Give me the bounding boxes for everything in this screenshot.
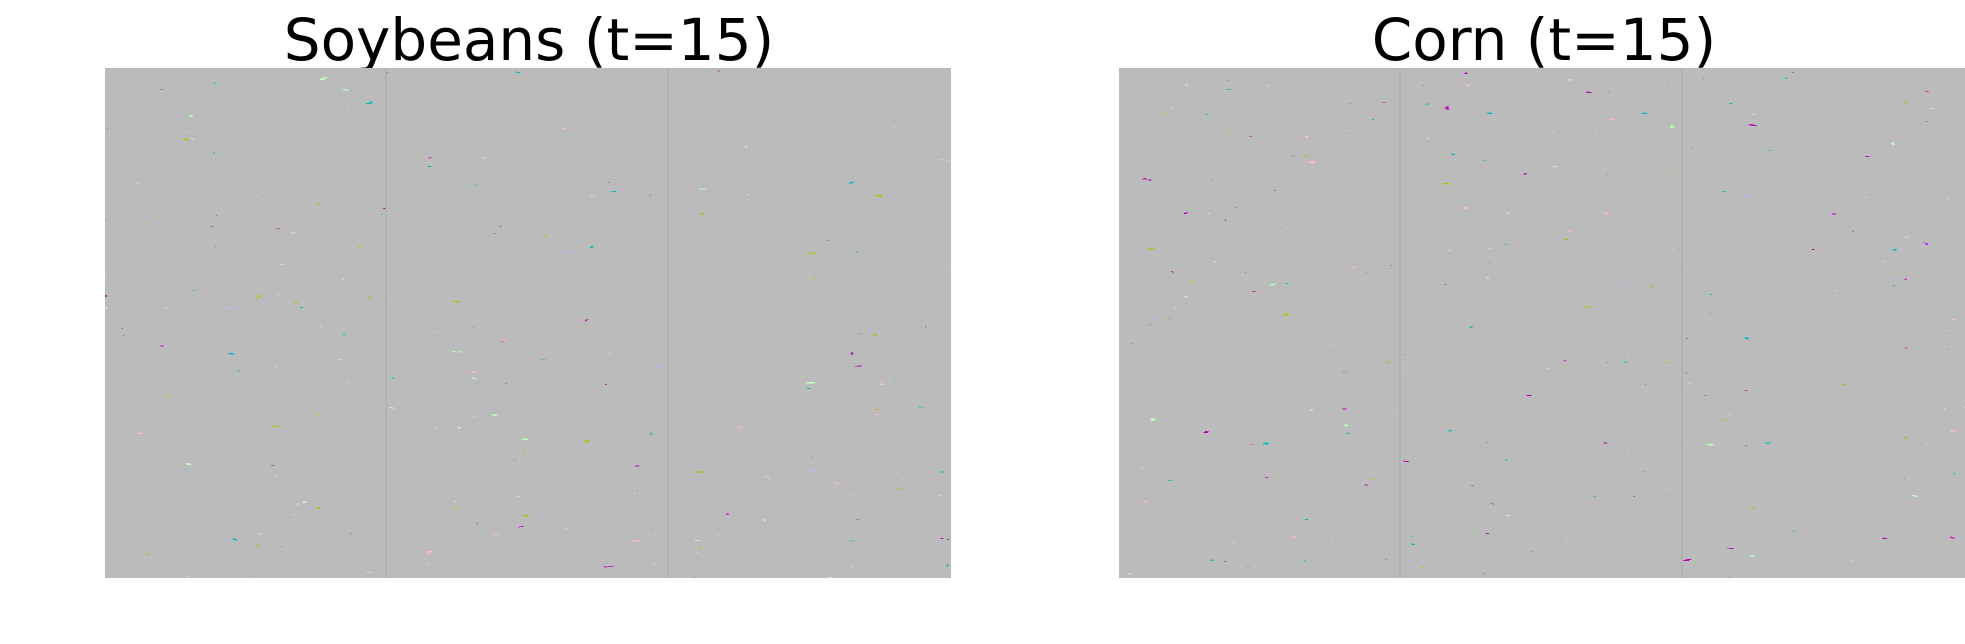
panel: Corn (t=15)	[1119, 6, 1965, 578]
image	[1119, 68, 1965, 578]
panel-title: Soybeans (t=15)	[284, 6, 774, 74]
panel: Soybeans (t=15)	[105, 6, 951, 578]
image	[105, 68, 951, 578]
panel-title: Corn (t=15)	[1372, 6, 1716, 74]
